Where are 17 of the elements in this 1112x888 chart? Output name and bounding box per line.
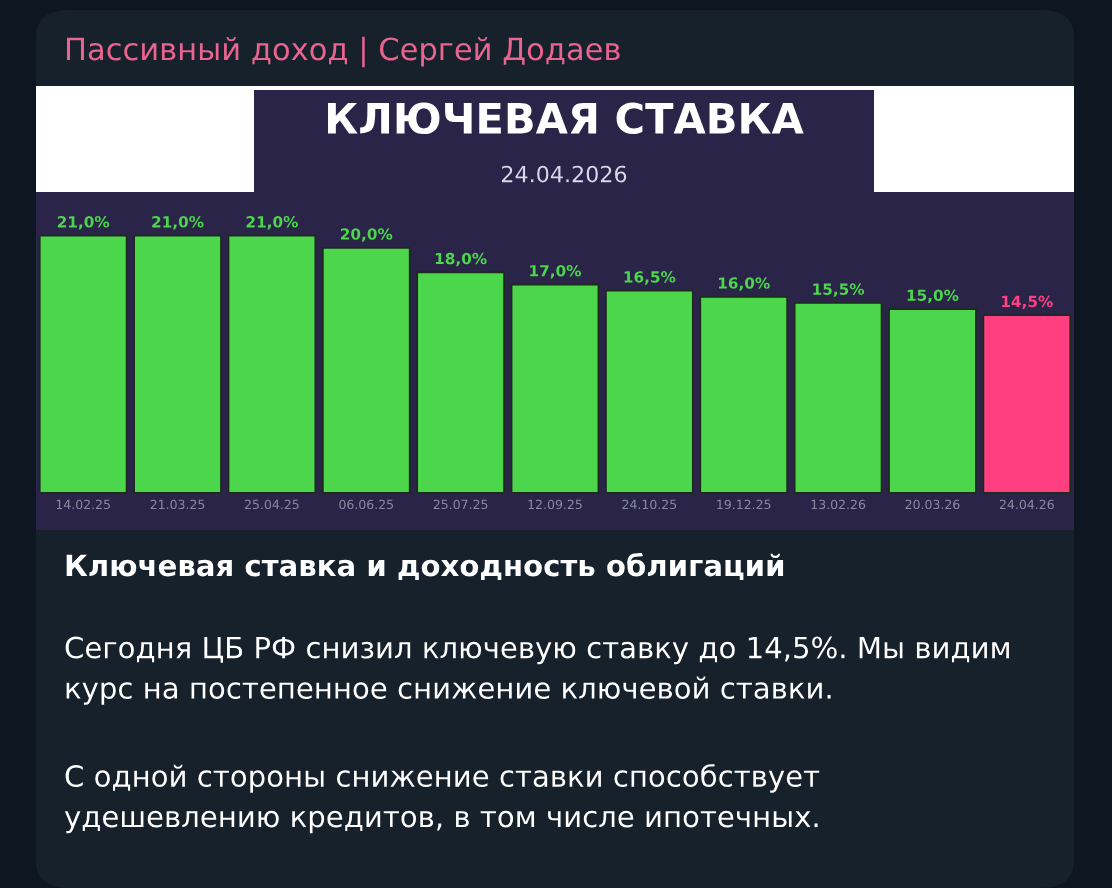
- text: Ключевая ставка и доходность облигаций: [66, 552, 784, 581]
- text: Сегодня ЦБ РФ снизил ключевую ставку до 14,5%. Мы видим курс на постепенное снижение ключевой ставки.: [65, 636, 1009, 705]
- bar: [38, 234, 128, 494]
- text: Пассивный доход | Сергей Додаев: [67, 36, 620, 68]
- bar: [510, 283, 600, 494]
- bar: [416, 271, 505, 494]
- bar: [605, 289, 694, 494]
- bar: [699, 296, 788, 494]
- bar: [982, 314, 1072, 494]
- bar: [888, 308, 977, 494]
- bar: [133, 234, 222, 494]
- bar: [793, 302, 883, 494]
- chart-subtitle: 24.04.2026: [502, 165, 627, 183]
- chart-title: КЛЮЧЕВАЯ СТАВКА: [328, 102, 804, 135]
- text: С одной стороны снижение ставки способствует удешевлению кредитов, в том числе ипотечных.: [64, 764, 820, 834]
- bar: [227, 234, 317, 494]
- bar: [322, 247, 411, 494]
